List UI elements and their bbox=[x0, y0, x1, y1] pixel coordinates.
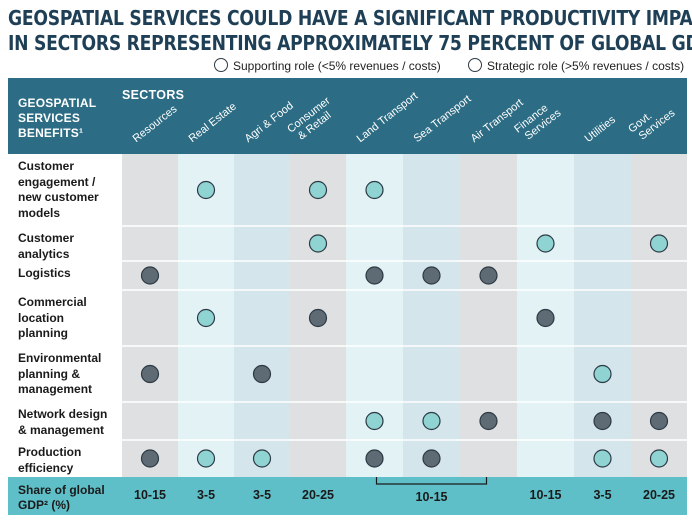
strategic-dot-icon bbox=[308, 180, 328, 200]
supporting-dot-icon bbox=[140, 449, 160, 468]
row-label-line: Customer bbox=[18, 159, 75, 173]
share-of-gdp-value: 3-5 bbox=[252, 488, 272, 502]
legend-supporting: Supporting role (<5% revenues / costs) bbox=[214, 58, 441, 73]
row-label: Customer analytics bbox=[18, 231, 74, 262]
strategic-dot-icon bbox=[196, 180, 216, 200]
row-label-line: & management bbox=[18, 422, 105, 437]
benefits-header-line: SERVICES bbox=[18, 111, 81, 125]
header-band bbox=[8, 78, 687, 154]
row-label-line: location bbox=[18, 310, 65, 325]
row-label-line: Logistics bbox=[18, 266, 71, 280]
supporting-dot-icon bbox=[365, 266, 384, 285]
row-label-line: new customer bbox=[18, 190, 99, 204]
row-label: Production efficiency bbox=[18, 445, 81, 476]
strategic-dot-icon bbox=[536, 234, 555, 253]
legend-strategic-label: Strategic role (>5% revenues / costs) bbox=[487, 59, 685, 73]
row-label-line: Customer bbox=[18, 231, 75, 245]
strategic-dot-icon bbox=[252, 449, 272, 468]
sectors-header: SECTORS bbox=[122, 88, 185, 102]
strategic-dot-icon bbox=[365, 180, 384, 200]
row-label: Commercial location planning bbox=[18, 295, 87, 342]
supporting-dot-icon bbox=[252, 364, 272, 384]
share-of-gdp-value: 10-15 bbox=[415, 490, 448, 504]
row-label-line: Network design bbox=[18, 407, 108, 421]
share-of-gdp-value: 20-25 bbox=[643, 488, 675, 502]
benefits-header-line: GEOSPATIAL bbox=[18, 96, 97, 110]
column-fill bbox=[122, 154, 178, 477]
supporting-dot-icon bbox=[365, 449, 384, 468]
benefits-header: GEOSPATIAL SERVICES BENEFITS¹ bbox=[18, 96, 96, 141]
supporting-dot-icon bbox=[214, 58, 228, 72]
strategic-dot-icon bbox=[468, 58, 482, 72]
row-label-line: planning & bbox=[18, 366, 80, 381]
share-label-line: Share of global bbox=[18, 483, 105, 497]
supporting-dot-icon bbox=[422, 266, 441, 285]
row-label: Customer engagement / new customer models bbox=[18, 159, 99, 221]
title-line-2: IN SECTORS REPRESENTING APPROXIMATELY 75… bbox=[8, 31, 692, 55]
row-label-line: management bbox=[18, 382, 93, 396]
row-label-line: efficiency bbox=[18, 460, 74, 475]
legend-supporting-label: Supporting role (<5% revenues / costs) bbox=[233, 59, 441, 73]
strategic-dot-icon bbox=[422, 411, 441, 431]
supporting-dot-icon bbox=[140, 364, 160, 384]
share-of-gdp-value: 3-5 bbox=[593, 488, 612, 502]
supporting-dot-icon bbox=[140, 266, 160, 285]
share-of-gdp-label: Share of global GDP² (%) bbox=[18, 483, 105, 513]
share-of-gdp-value: 3-5 bbox=[196, 488, 216, 502]
share-span-bracket bbox=[375, 477, 488, 485]
share-band bbox=[8, 477, 687, 515]
legend-strategic: Strategic role (>5% revenues / costs) bbox=[468, 58, 684, 73]
column-fill bbox=[234, 154, 290, 477]
supporting-dot-icon bbox=[649, 411, 669, 431]
share-of-gdp-value: 10-15 bbox=[529, 488, 562, 502]
row-label-line: Production bbox=[18, 445, 82, 459]
title-line-1: GEOSPATIAL SERVICES COULD HAVE A SIGNIFI… bbox=[8, 6, 692, 30]
strategic-dot-icon bbox=[593, 364, 612, 384]
strategic-dot-icon bbox=[196, 308, 216, 328]
row-label: Network design & management bbox=[18, 407, 107, 438]
share-of-gdp-value: 20-25 bbox=[302, 488, 334, 502]
supporting-dot-icon bbox=[479, 266, 498, 285]
supporting-dot-icon bbox=[479, 411, 498, 431]
strategic-dot-icon bbox=[649, 449, 669, 468]
benefits-header-line: BENEFITS¹ bbox=[18, 126, 84, 140]
supporting-dot-icon bbox=[593, 411, 612, 431]
supporting-dot-icon bbox=[536, 308, 555, 328]
strategic-dot-icon bbox=[196, 449, 216, 468]
row-label-line: Commercial bbox=[18, 295, 87, 309]
strategic-dot-icon bbox=[308, 234, 328, 253]
supporting-dot-icon bbox=[308, 308, 328, 328]
row-label-line: Environmental bbox=[18, 351, 102, 365]
page-title: GEOSPATIAL SERVICES COULD HAVE A SIGNIFI… bbox=[8, 6, 692, 56]
row-label: Logistics bbox=[18, 266, 71, 282]
row-label-line: planning bbox=[18, 326, 68, 340]
row-label-line: models bbox=[18, 205, 61, 220]
share-of-gdp-value: 10-15 bbox=[134, 488, 166, 502]
row-label: Environmental planning & management bbox=[18, 351, 101, 398]
supporting-dot-icon bbox=[422, 449, 441, 468]
strategic-dot-icon bbox=[593, 449, 612, 468]
share-label-line: GDP² (%) bbox=[18, 498, 70, 512]
strategic-dot-icon bbox=[365, 411, 384, 431]
strategic-dot-icon bbox=[649, 234, 669, 253]
row-label-line: analytics bbox=[18, 246, 70, 261]
row-label-line: engagement / bbox=[18, 174, 96, 189]
